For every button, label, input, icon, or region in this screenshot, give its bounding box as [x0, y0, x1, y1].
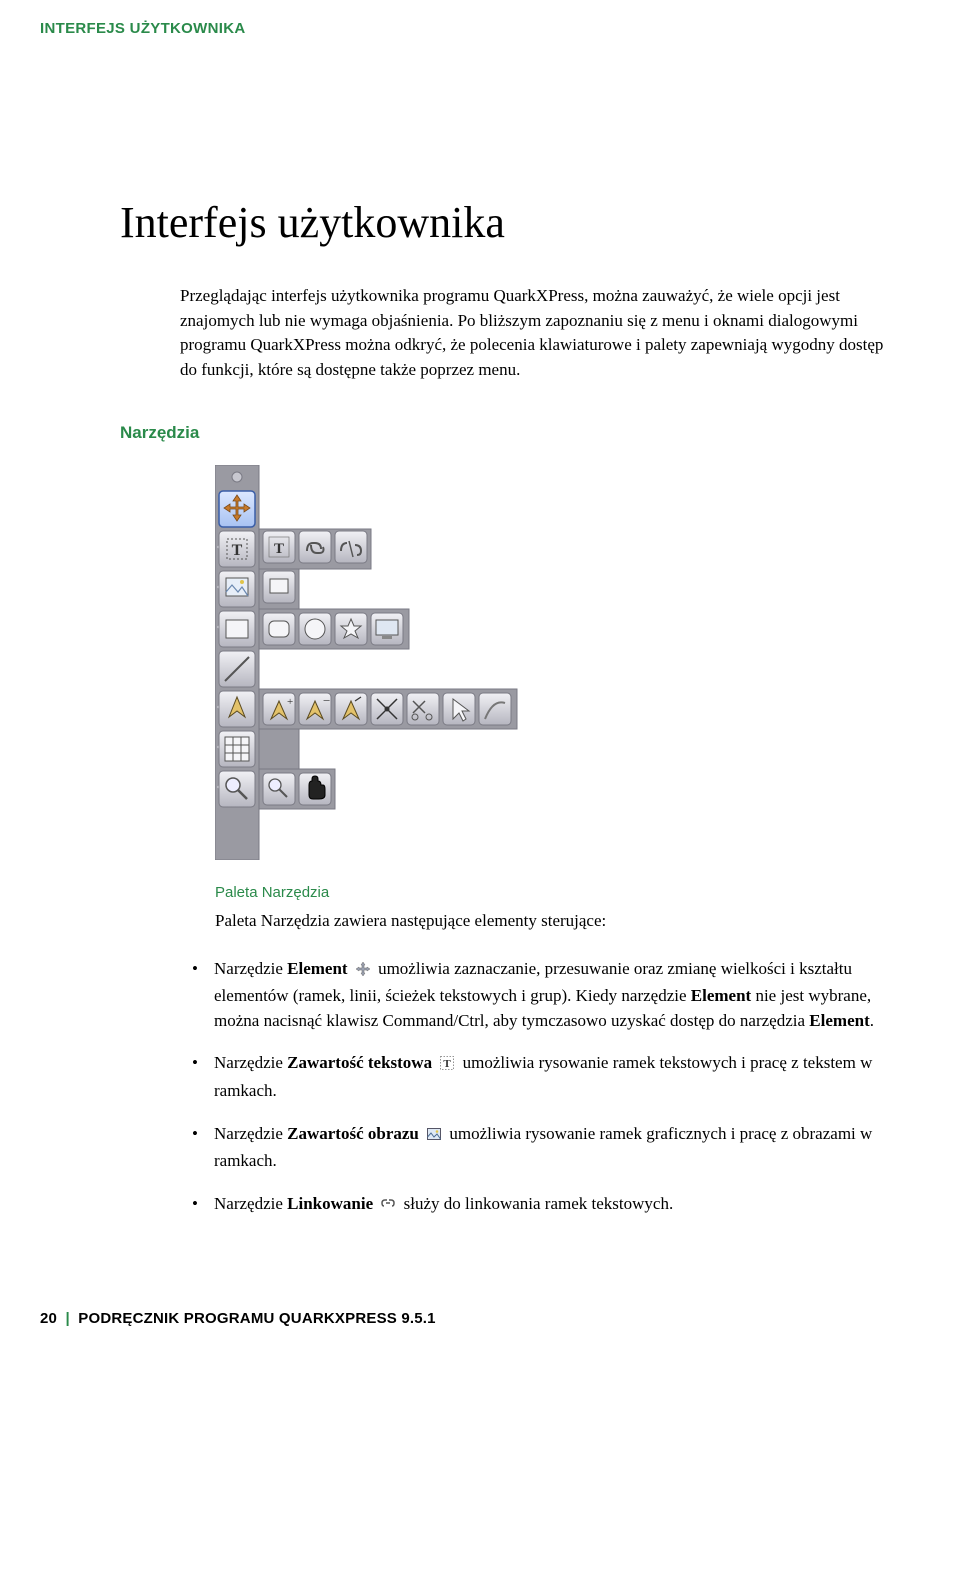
tool-link-icon [299, 531, 331, 563]
intro-paragraph: Przeglądając interfejs użytkownika progr… [180, 284, 890, 383]
list-item: Narzędzie Element umożliwia zaznaczanie,… [180, 957, 890, 1034]
bold-text: Zawartość tekstowa [287, 1053, 432, 1072]
footer-doc-title: PODRĘCZNIK PROGRAMU QUARKXPRESS 9.5.1 [78, 1310, 435, 1327]
tool-palette-figure: T T [215, 465, 890, 860]
section-heading-tools: Narzędzia [120, 423, 890, 443]
text: służy do linkowania ramek tekstowych. [404, 1194, 674, 1213]
list-item: Narzędzie Zawartość obrazu umożliwia rys… [180, 1122, 890, 1174]
link-tool-inline-icon [380, 1195, 396, 1220]
palette-caption: Paleta Narzędzia [215, 884, 890, 901]
svg-text:T: T [232, 542, 243, 559]
running-header: INTERFEJS UŻYTKOWNIKA [40, 20, 890, 37]
text: Narzędzie [214, 1124, 287, 1143]
bold-text: Zawartość obrazu [287, 1124, 419, 1143]
page-footer: 20 | PODRĘCZNIK PROGRAMU QUARKXPRESS 9.5… [40, 1310, 890, 1327]
text: Narzędzie [214, 1194, 287, 1213]
list-item: Narzędzie Linkowanie służy do linkowania… [180, 1192, 890, 1220]
tool-bullet-list: Narzędzie Element umożliwia zaznaczanie,… [180, 957, 890, 1220]
bold-text: Linkowanie [287, 1194, 373, 1213]
tool-palette-svg: T T [215, 465, 520, 860]
tool-move-icon [219, 491, 255, 527]
list-item: Narzędzie Zawartość tekstowa T umożliwia… [180, 1051, 890, 1103]
bold-text: Element [809, 1011, 869, 1030]
move-tool-inline-icon [355, 960, 371, 985]
bold-text: Element [287, 959, 347, 978]
palette-description: Paleta Narzędzia zawiera następujące ele… [215, 911, 890, 931]
bold-text: Element [691, 986, 751, 1005]
svg-text:+: + [287, 696, 293, 708]
page-number: 20 [40, 1310, 57, 1327]
svg-text:T: T [444, 1058, 452, 1070]
footer-separator: | [65, 1310, 69, 1327]
svg-text:−: − [323, 693, 330, 708]
chapter-title: Interfejs użytkownika [120, 197, 890, 248]
text: Narzędzie [214, 1053, 287, 1072]
image-tool-inline-icon [426, 1125, 442, 1150]
text: . [870, 1011, 874, 1030]
text: Narzędzie [214, 959, 287, 978]
svg-text:T: T [274, 541, 284, 557]
text-tool-inline-icon: T [439, 1054, 455, 1079]
